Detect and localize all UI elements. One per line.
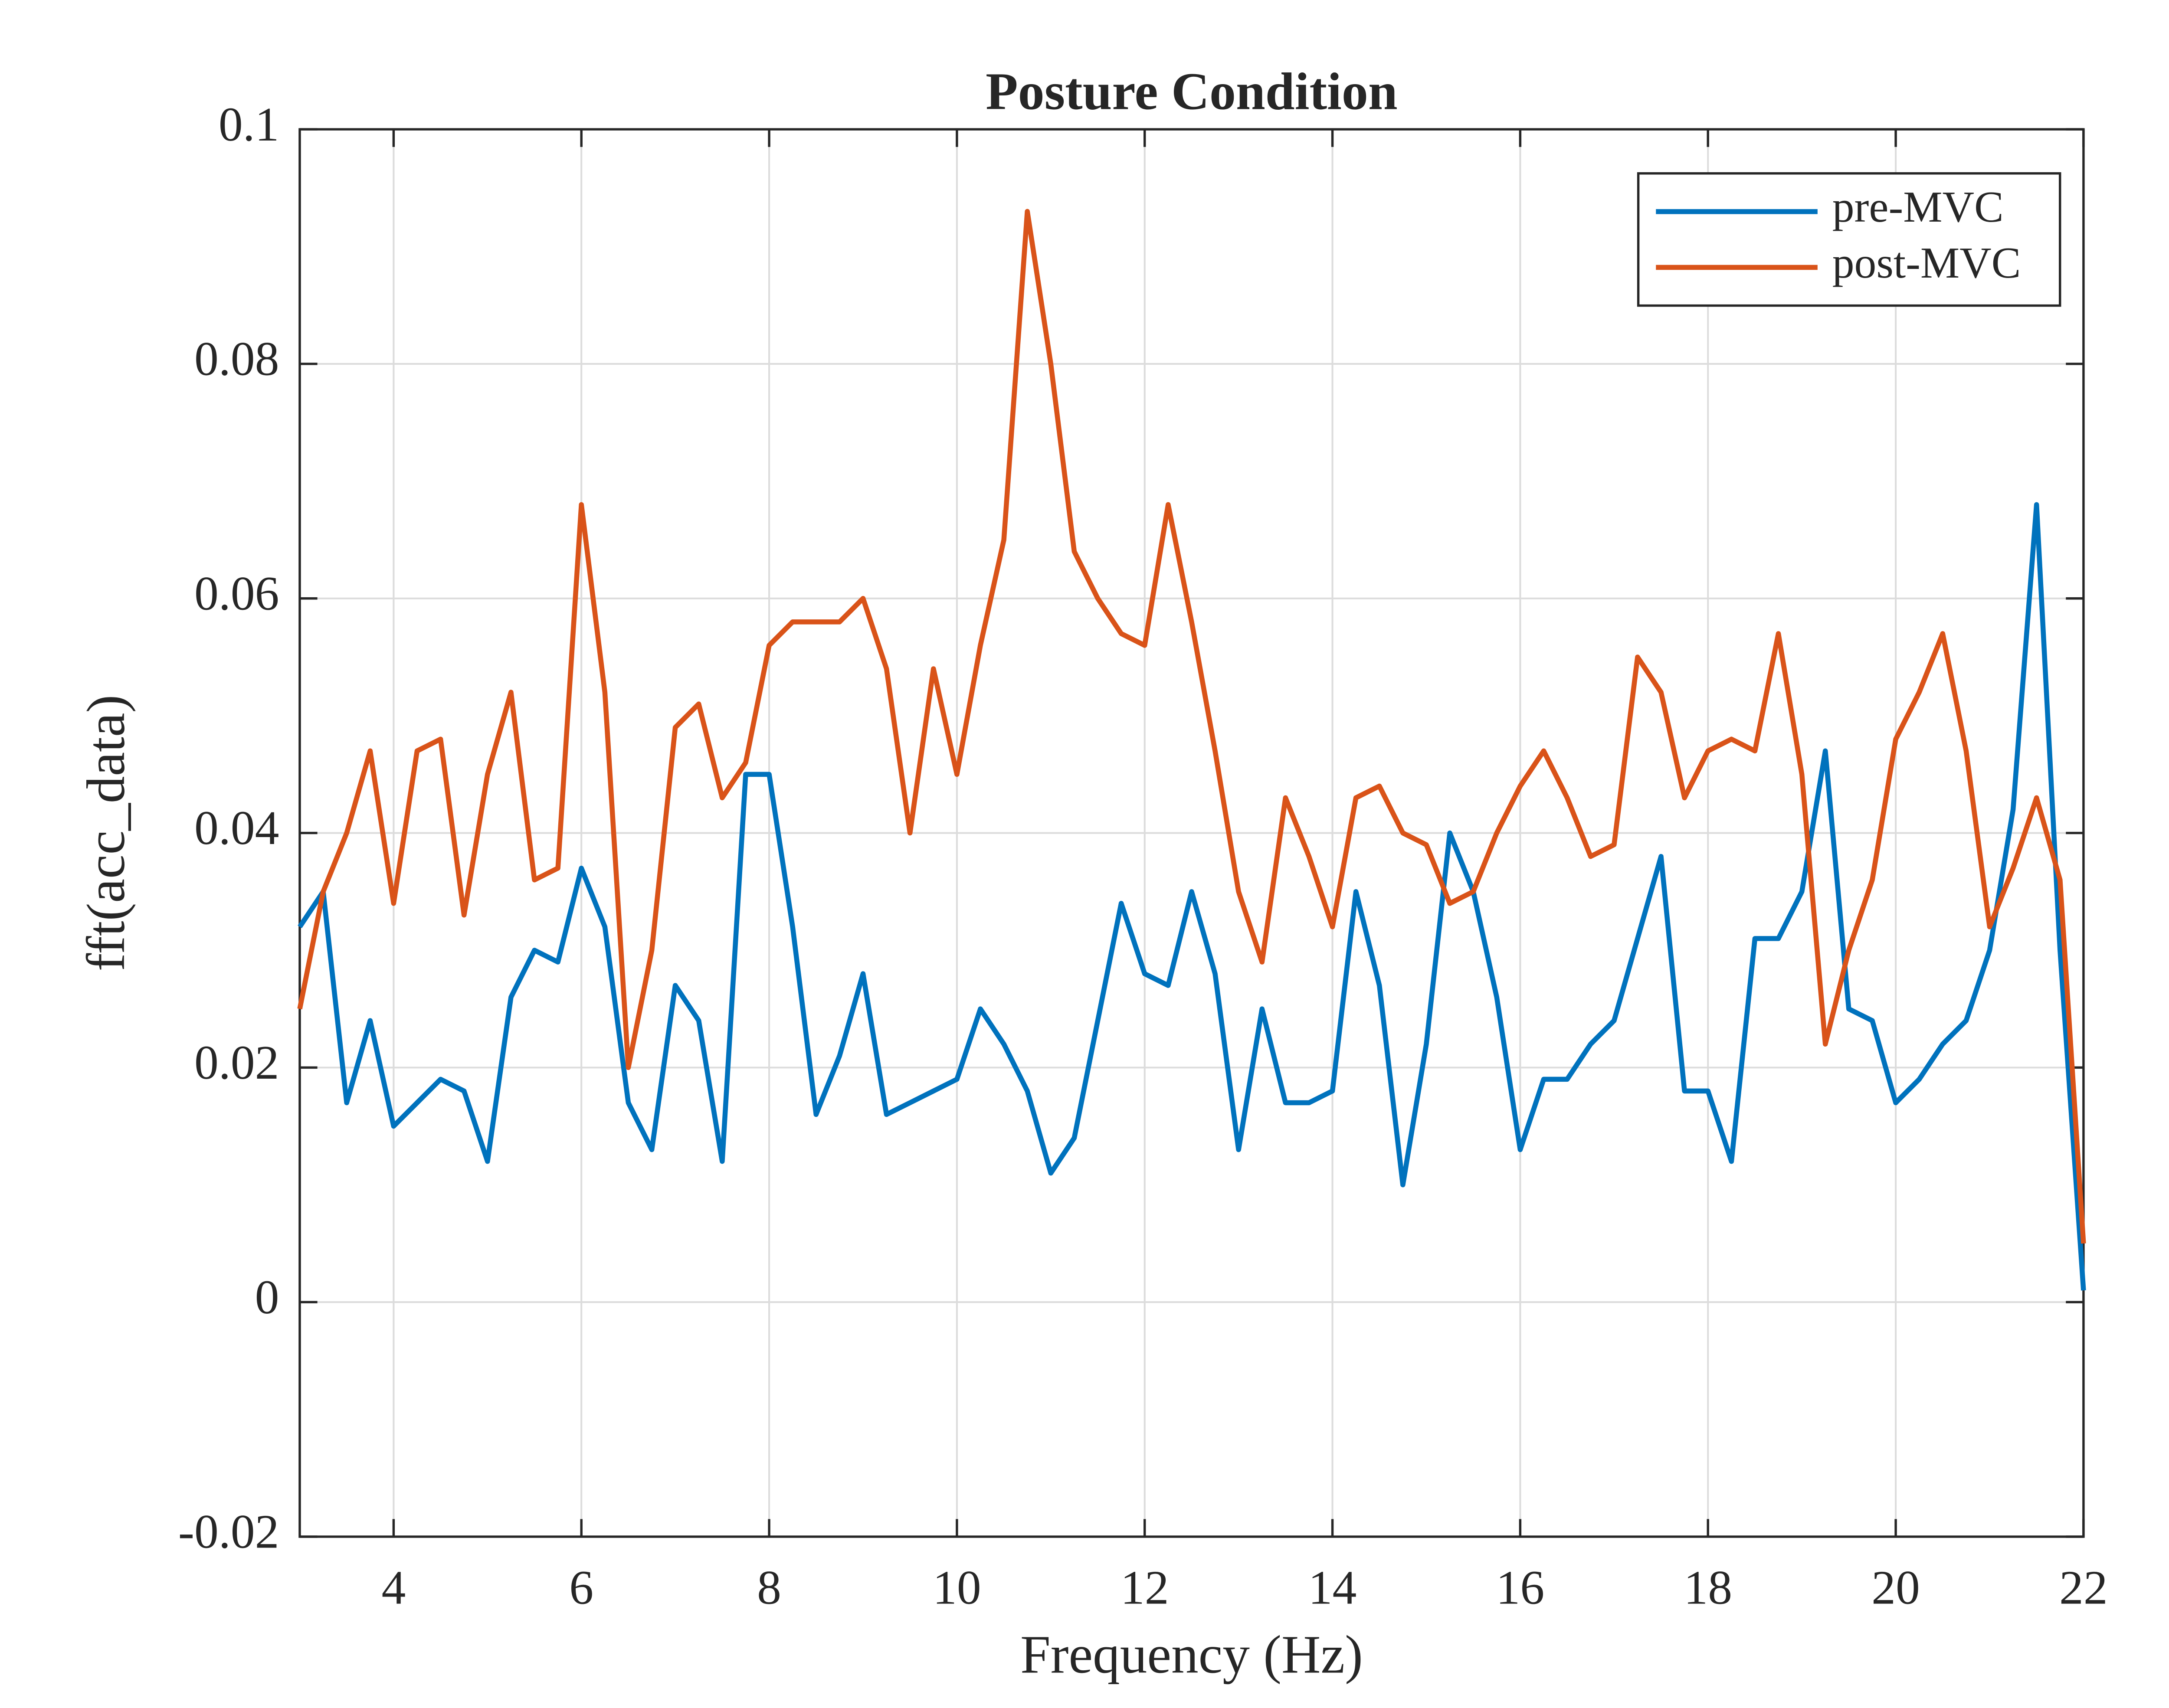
y-axis-label: fft(acc_data) [76, 695, 136, 972]
y-tick-label: 0.06 [194, 566, 279, 620]
legend-box [1637, 172, 2061, 307]
y-tick-label: 0.1 [219, 98, 279, 151]
x-tick-label: 18 [1684, 1561, 1732, 1614]
x-axis-label: Frequency (Hz) [1020, 1624, 1363, 1685]
chart-title: Posture Condition [986, 62, 1398, 121]
data-line [298, 502, 2086, 1291]
y-tick-label: 0.08 [194, 332, 279, 386]
data-line [297, 209, 2086, 1244]
y-tick-label: 0 [255, 1270, 279, 1324]
x-tick-label: 22 [2059, 1561, 2108, 1614]
x-tick-label: 8 [757, 1561, 781, 1614]
x-tick-label: 16 [1496, 1561, 1545, 1614]
x-tick-label: 20 [1871, 1561, 1920, 1614]
x-tick-label: 12 [1121, 1561, 1169, 1614]
x-tick-label: 14 [1308, 1561, 1357, 1614]
legend-label: post-MVC [1832, 238, 2021, 287]
y-tick-label: -0.02 [178, 1505, 279, 1559]
x-tick-label: 4 [381, 1561, 406, 1614]
legend-label: pre-MVC [1832, 182, 2004, 231]
x-tick-label: 6 [569, 1561, 593, 1614]
y-tick-label: 0.04 [194, 801, 279, 855]
y-tick-label: 0.02 [194, 1036, 279, 1090]
x-tick-label: 10 [933, 1561, 981, 1614]
